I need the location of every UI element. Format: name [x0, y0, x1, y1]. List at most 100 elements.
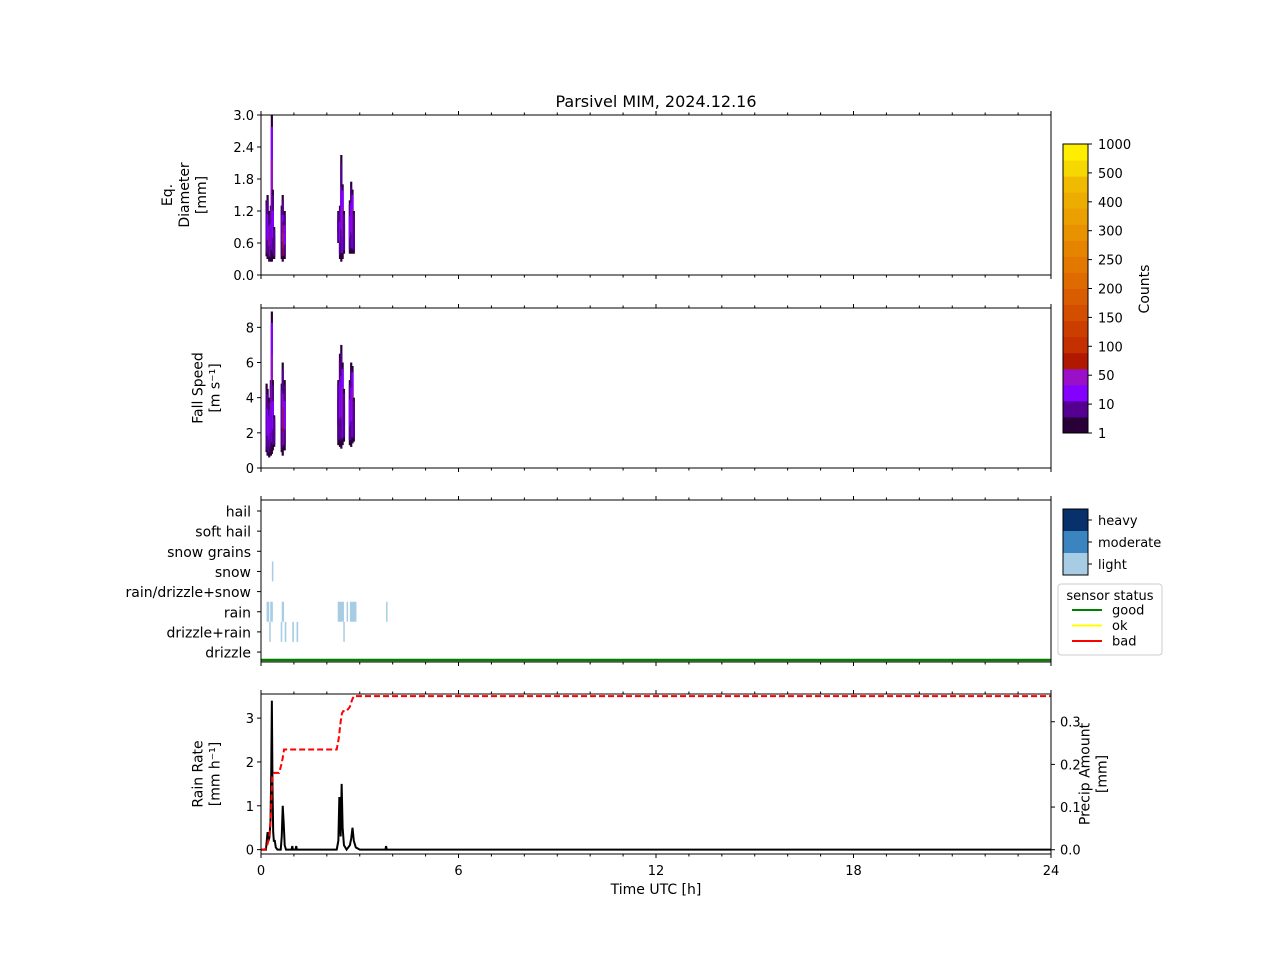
axis-label-line: [m s⁻¹]	[208, 363, 224, 412]
y-tick-label: 0.6	[233, 237, 254, 252]
axis-label-line: Eq.	[160, 184, 176, 206]
heatmap-column-core	[266, 408, 269, 436]
fallspeed-heatmap	[265, 311, 355, 458]
heatmap-column-core	[340, 187, 343, 230]
time-x-label: Time UTC [h]	[610, 882, 702, 898]
y-tick-label: 1.2	[233, 205, 254, 220]
weather-event	[269, 621, 271, 642]
y2-tick-label: 0.2	[1060, 758, 1081, 773]
heatmap-column-core	[350, 387, 353, 422]
colorbar-segment	[1063, 256, 1088, 273]
heatmap-column-core	[283, 225, 286, 245]
y-tick-label: 6	[246, 357, 254, 372]
figure-title: Parsivel MIM, 2024.12.16	[555, 92, 756, 111]
heatmap-column-core	[351, 389, 354, 421]
axis-label-line: Precip Amount	[1078, 722, 1094, 825]
colorbar-tick-label: 1000	[1098, 138, 1131, 153]
weather-event	[296, 621, 299, 642]
status-legend-label: ok	[1112, 619, 1128, 634]
heatmap-column-core	[348, 399, 351, 426]
heatmap-column-core	[338, 221, 342, 243]
colorbar-segment	[1063, 176, 1088, 193]
colorbar-tick-label: 150	[1098, 311, 1123, 326]
weather-event	[281, 601, 285, 622]
weather-category-label: hail	[226, 505, 251, 521]
fallspeed-axes-frame	[260, 307, 1052, 469]
colorbar-segment	[1063, 224, 1088, 241]
status-legend-title: sensor status	[1066, 589, 1153, 604]
time-x-axis: 0 6 12 18 24	[257, 690, 1059, 879]
diameter-heatmap	[265, 115, 355, 262]
intensity-swatch	[1063, 531, 1088, 553]
weather-panel: hail soft hail snow grains snow rain/drizzle…	[126, 496, 1052, 666]
weather-event	[386, 601, 388, 622]
y-tick-label: 3	[246, 712, 254, 727]
heatmap-column-core	[352, 410, 355, 429]
colorbar-tick-label: 500	[1098, 167, 1123, 182]
weather-axes-frame	[260, 499, 1052, 663]
axis-label-line: [mm h⁻¹]	[208, 742, 224, 807]
colorbar-tick-label: 400	[1098, 196, 1123, 211]
y-tick-label: 2.4	[233, 141, 254, 156]
y-tick-label: 3.0	[233, 109, 254, 124]
weather-event	[284, 621, 287, 642]
diameter-y-axis: 0.0 0.6 1.2 1.8 2.4 3.0	[233, 109, 261, 284]
heatmap-column-core	[337, 220, 340, 234]
weather-event	[270, 601, 273, 622]
weather-heatmap	[266, 561, 388, 642]
weather-category-label: soft hail	[195, 525, 251, 541]
axis-label-line: Fall Speed	[191, 352, 207, 423]
colorbar-tick-label: 100	[1098, 340, 1123, 355]
weather-category-label: rain/drizzle+snow	[126, 585, 251, 601]
heatmap-column-core	[342, 223, 346, 241]
weather-x-ticks	[260, 496, 1052, 666]
rainrate-y-label: Rain Rate[mm h⁻¹]	[191, 740, 224, 807]
colorbar-segment	[1063, 400, 1088, 418]
weather-event	[349, 601, 357, 622]
colorbar-tick-label: 10	[1098, 398, 1115, 413]
axis-label-line: [mm]	[194, 176, 210, 214]
intensity-label: light	[1098, 558, 1127, 573]
weather-event	[280, 621, 283, 642]
weather-y-axis: hail soft hail snow grains snow rain/drizzle…	[126, 505, 261, 662]
heatmap-column-core	[270, 159, 273, 218]
status-legend-label: bad	[1112, 635, 1136, 650]
heatmap-column-core	[341, 387, 344, 421]
colorbar-segment	[1063, 272, 1088, 289]
y2-tick-label: 0.3	[1060, 716, 1081, 731]
intensity-label: heavy	[1098, 514, 1138, 529]
colorbar-segment	[1063, 160, 1088, 177]
intensity-legend: heavy moderate light	[1062, 508, 1161, 576]
colorbar-segment	[1063, 368, 1088, 386]
weather-category-label: snow	[215, 565, 251, 581]
colorbar-segment	[1063, 144, 1088, 161]
x-tick-label: 12	[648, 864, 665, 879]
intensity-swatch	[1063, 509, 1088, 531]
heatmap-column-core	[342, 404, 346, 426]
rainrate-y-axis: 0 1 2 3	[246, 712, 261, 859]
heatmap-column-core	[352, 223, 355, 241]
rain-rate-line	[261, 700, 1051, 852]
heatmap-column-core	[337, 399, 340, 426]
colorbar-segment	[1063, 352, 1088, 370]
weather-event	[292, 621, 294, 642]
diameter-axes-frame	[260, 114, 1052, 276]
heatmap-column-core	[338, 381, 342, 419]
y-tick-label: 4	[246, 392, 254, 407]
intensity-label: moderate	[1098, 536, 1161, 551]
heatmap-column-core	[271, 401, 274, 430]
fallspeed-panel: 0 2 4 6 8 Fall Speed[m s⁻¹]	[191, 304, 1052, 477]
colorbar-tick-label: 300	[1098, 225, 1123, 240]
diameter-y-label: Eq.Diameter[mm]	[160, 162, 210, 228]
intensity-frame	[1062, 508, 1089, 576]
weather-category-label: snow grains	[167, 545, 251, 561]
status-legend-box	[1057, 583, 1163, 656]
colorbar-tick-label: 1	[1098, 427, 1106, 442]
x-tick-label: 24	[1043, 864, 1060, 879]
diameter-panel: 0.0 0.6 1.2 1.8 2.4 3.0 Eq.Diameter[mm]	[160, 109, 1052, 284]
colorbar-tick-label: 50	[1098, 369, 1115, 384]
heatmap-column-core	[351, 208, 354, 235]
colorbar-segment	[1063, 416, 1088, 434]
weather-category-label: rain	[224, 605, 251, 621]
